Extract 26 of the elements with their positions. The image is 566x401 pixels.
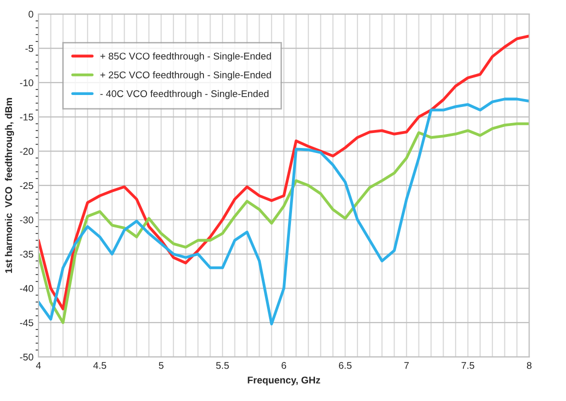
x-tick-label: 7 xyxy=(404,362,409,369)
y-axis-title: 1st harmonic VCO feedthrough, dBm xyxy=(4,98,14,273)
y-tick-label: -30 xyxy=(20,216,34,224)
y-tick-label: -15 xyxy=(20,114,34,121)
x-axis-title: Frequency, GHz xyxy=(248,376,320,386)
legend-label: + 25C VCO feedthrough - Single-Ended xyxy=(100,71,271,80)
x-tick-label: 5 xyxy=(158,362,164,369)
y-tick-label: -20 xyxy=(20,148,34,155)
y-tick-label: -45 xyxy=(20,319,34,326)
x-tick-label: 4 xyxy=(36,362,41,369)
legend-label: - 40C VCO feedthrough - Single-Ended xyxy=(100,90,268,100)
legend-label: + 85C VCO feedthrough - Single-Ended xyxy=(100,52,271,62)
y-tick-label: -40 xyxy=(20,285,34,292)
line-series xyxy=(38,34,530,310)
y-tick-label: -5 xyxy=(25,45,34,52)
x-tick-label: 7.5 xyxy=(462,362,474,369)
x-tick-label: 4.5 xyxy=(93,362,106,369)
y-tick-label: 0 xyxy=(28,10,34,18)
y-tick-label: -50 xyxy=(20,354,34,361)
y-tick-label: -25 xyxy=(20,182,34,190)
x-tick-label: 8 xyxy=(526,362,532,369)
y-tick-label: -35 xyxy=(20,250,34,258)
y-tick-label: -10 xyxy=(20,79,34,86)
x-tick-label: 6.5 xyxy=(338,362,352,369)
x-tick-label: 6 xyxy=(282,362,286,369)
x-tick-label: 5.5 xyxy=(216,362,229,369)
